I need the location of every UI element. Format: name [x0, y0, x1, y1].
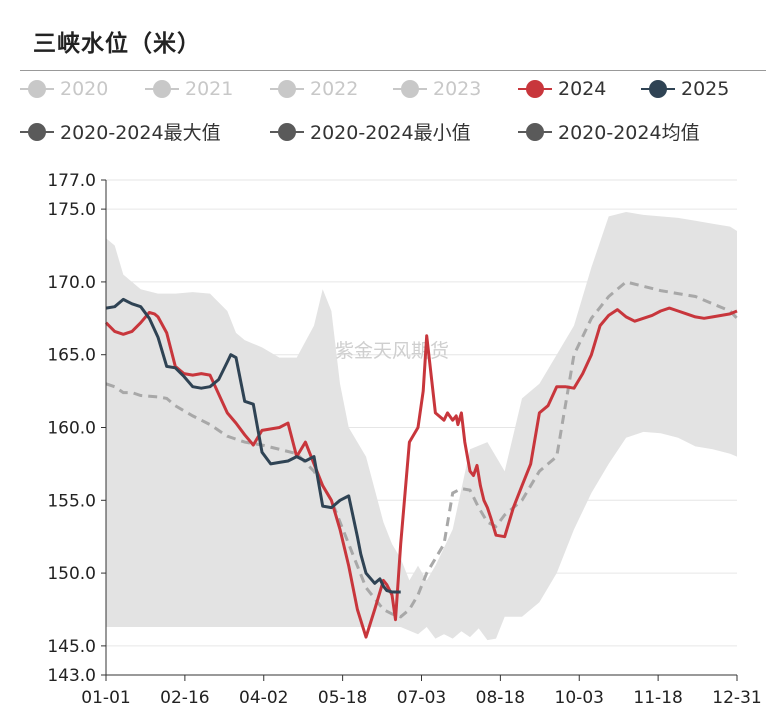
x-tick-label: 05-18: [318, 688, 367, 708]
series-2025-line: [105, 297, 401, 594]
legend-marker-icon: [20, 122, 54, 142]
y-tick-label: 143.0: [47, 666, 96, 686]
legend-marker-icon: [518, 79, 552, 99]
y-tick-label: 170.0: [47, 273, 96, 293]
legend-label: 2020-2024均值: [558, 122, 700, 144]
chart-title: 三峡水位（米）: [33, 31, 201, 57]
legend-marker-icon: [641, 79, 675, 99]
series-2024-line: [104, 306, 738, 639]
x-tick-label: 04-02: [239, 688, 288, 708]
legend-label: 2022: [310, 78, 359, 100]
title-divider: [20, 70, 766, 71]
legend-label: 2023: [433, 78, 482, 100]
legend-item-2020[interactable]: 2020: [20, 78, 108, 100]
legend-marker-icon: [270, 122, 304, 142]
legend-marker-icon: [20, 79, 54, 99]
x-tick-label: 07-03: [397, 688, 446, 708]
legend-marker-icon: [393, 79, 427, 99]
legend-marker-icon: [518, 122, 552, 142]
legend-item-2024[interactable]: 2024: [518, 78, 606, 100]
legend-item-2020-2024最小值[interactable]: 2020-2024最小值: [270, 118, 471, 145]
range-band: [106, 212, 737, 641]
watermark: 紫金天风期货: [335, 340, 449, 362]
x-tick-label: 01-01: [81, 688, 130, 708]
legend-label: 2020: [60, 78, 109, 100]
x-tick-label: 10-03: [555, 688, 604, 708]
x-tick-label: 12-31: [712, 688, 761, 708]
y-tick-label: 150.0: [47, 564, 96, 584]
legend-item-2021[interactable]: 2021: [145, 78, 233, 100]
legend-label: 2020-2024最大值: [60, 122, 221, 144]
legend-marker-icon: [145, 79, 179, 99]
legend-label: 2020-2024最小值: [310, 122, 471, 144]
legend-label: 2024: [558, 78, 607, 100]
legend-item-2022[interactable]: 2022: [270, 78, 358, 100]
legend-label: 2025: [681, 78, 730, 100]
x-tick-label: 11-18: [633, 688, 682, 708]
legend-item-2020-2024最大值[interactable]: 2020-2024最大值: [20, 118, 221, 145]
y-tick-label: 165.0: [47, 346, 96, 366]
y-tick-label: 177.0: [47, 171, 96, 191]
legend-item-2025[interactable]: 2025: [641, 78, 729, 100]
x-tick-label: 02-16: [160, 688, 209, 708]
legend-label: 2021: [185, 78, 234, 100]
y-tick-label: 175.0: [47, 200, 96, 220]
x-tick-label: 08-18: [476, 688, 525, 708]
legend-marker-icon: [270, 79, 304, 99]
legend-item-2020-2024均值[interactable]: 2020-2024均值: [518, 118, 700, 145]
y-tick-label: 145.0: [47, 637, 96, 657]
y-tick-label: 160.0: [47, 419, 96, 439]
legend-item-2023[interactable]: 2023: [393, 78, 481, 100]
y-tick-label: 155.0: [47, 491, 96, 511]
